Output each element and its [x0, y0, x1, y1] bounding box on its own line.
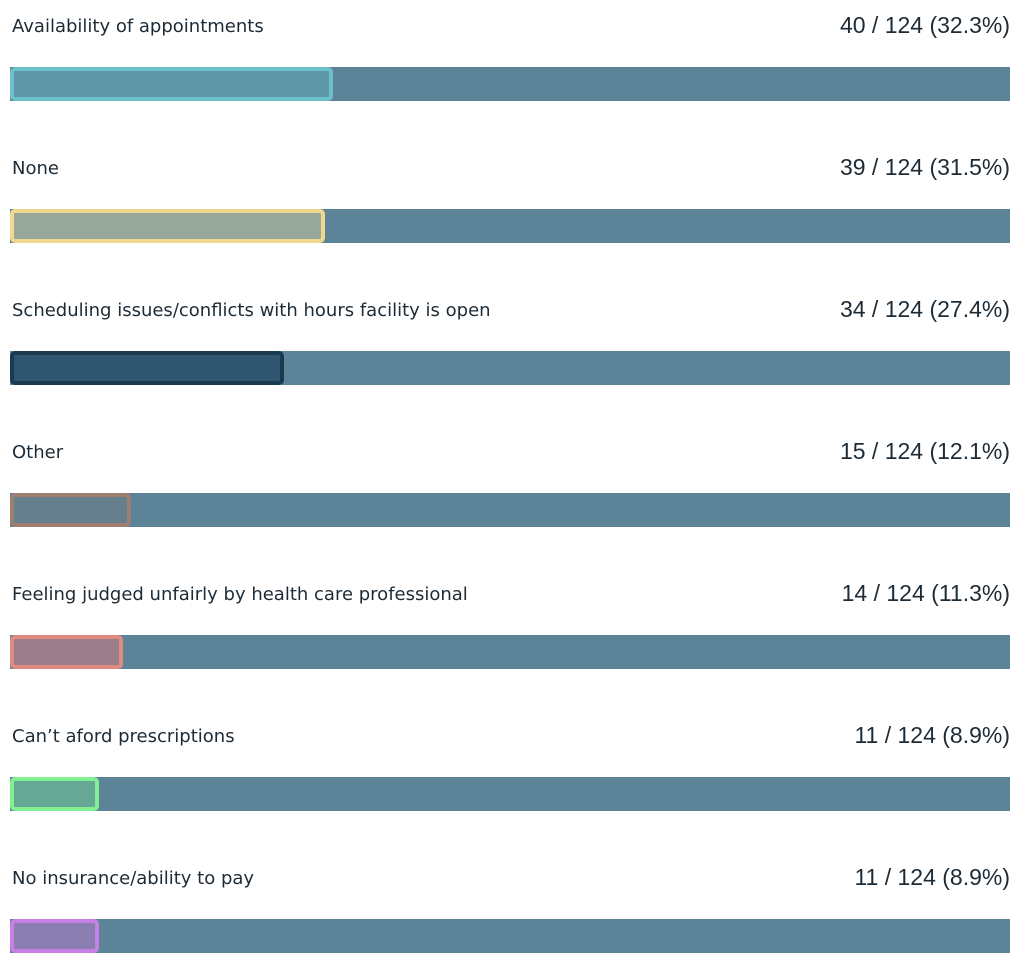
- value-label: 14 / 124 (11.3%): [842, 580, 1010, 606]
- value-label: 11 / 124 (8.9%): [854, 722, 1010, 748]
- value-label: 40 / 124 (32.3%): [840, 12, 1010, 38]
- bar: [10, 351, 284, 385]
- bar-track: [10, 635, 1010, 669]
- category-label: Feeling judged unfairly by health care p…: [12, 584, 468, 605]
- bar: [10, 919, 99, 953]
- category-label: Scheduling issues/conflicts with hours f…: [12, 300, 491, 321]
- value-label: 11 / 124 (8.9%): [854, 864, 1010, 890]
- value-label: 34 / 124 (27.4%): [840, 296, 1010, 322]
- bar-track: [10, 919, 1010, 953]
- category-label: Availability of appointments: [12, 16, 264, 37]
- bar: [10, 67, 333, 101]
- category-label: None: [12, 158, 59, 179]
- bar: [10, 635, 123, 669]
- bar-track: [10, 777, 1010, 811]
- category-label: No insurance/ability to pay: [12, 868, 254, 889]
- bar: [10, 777, 99, 811]
- bar-track: [10, 493, 1010, 527]
- category-label: Other: [12, 442, 64, 463]
- bar: [10, 493, 131, 527]
- bar: [10, 209, 325, 243]
- value-label: 15 / 124 (12.1%): [840, 438, 1010, 464]
- category-label: Can’t aford prescriptions: [12, 726, 235, 747]
- value-label: 39 / 124 (31.5%): [840, 154, 1010, 180]
